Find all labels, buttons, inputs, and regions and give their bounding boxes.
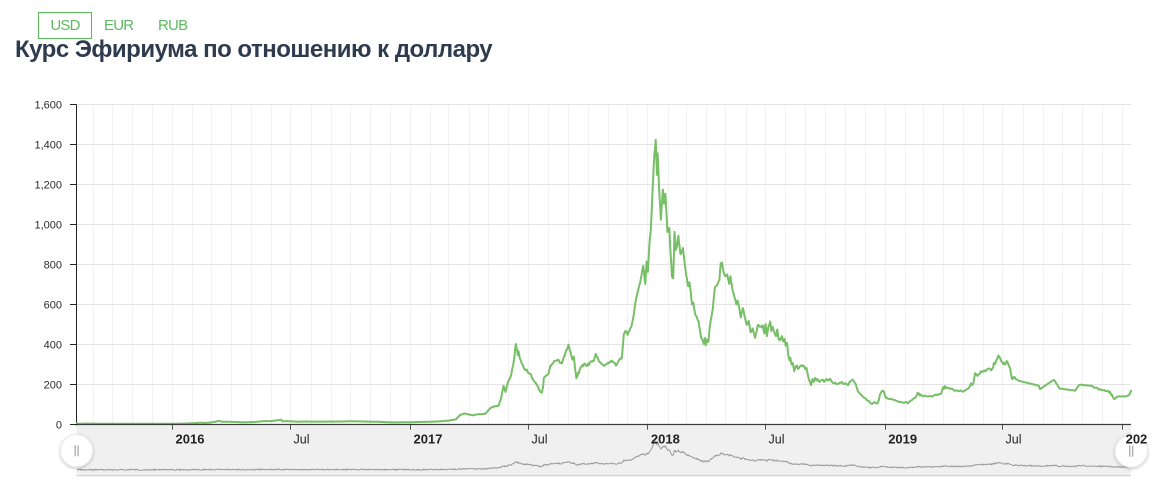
svg-text:0: 0 (56, 419, 62, 431)
svg-text:200: 200 (44, 379, 62, 391)
svg-text:2016: 2016 (176, 431, 205, 446)
svg-text:800: 800 (44, 259, 62, 271)
svg-text:2017: 2017 (414, 431, 443, 446)
svg-text:2020: 2020 (1126, 431, 1155, 446)
svg-text:Jul: Jul (532, 432, 548, 446)
svg-text:2018: 2018 (651, 431, 680, 446)
svg-text:1,400: 1,400 (34, 139, 62, 151)
svg-text:600: 600 (44, 299, 62, 311)
svg-text:Jul: Jul (294, 432, 310, 446)
svg-text:2019: 2019 (888, 431, 917, 446)
svg-text:1,000: 1,000 (34, 219, 62, 231)
svg-text:1,200: 1,200 (34, 179, 62, 191)
svg-text:1,600: 1,600 (34, 99, 62, 111)
svg-text:Jul: Jul (769, 432, 785, 446)
svg-text:Jul: Jul (1006, 432, 1022, 446)
svg-text:400: 400 (44, 339, 62, 351)
